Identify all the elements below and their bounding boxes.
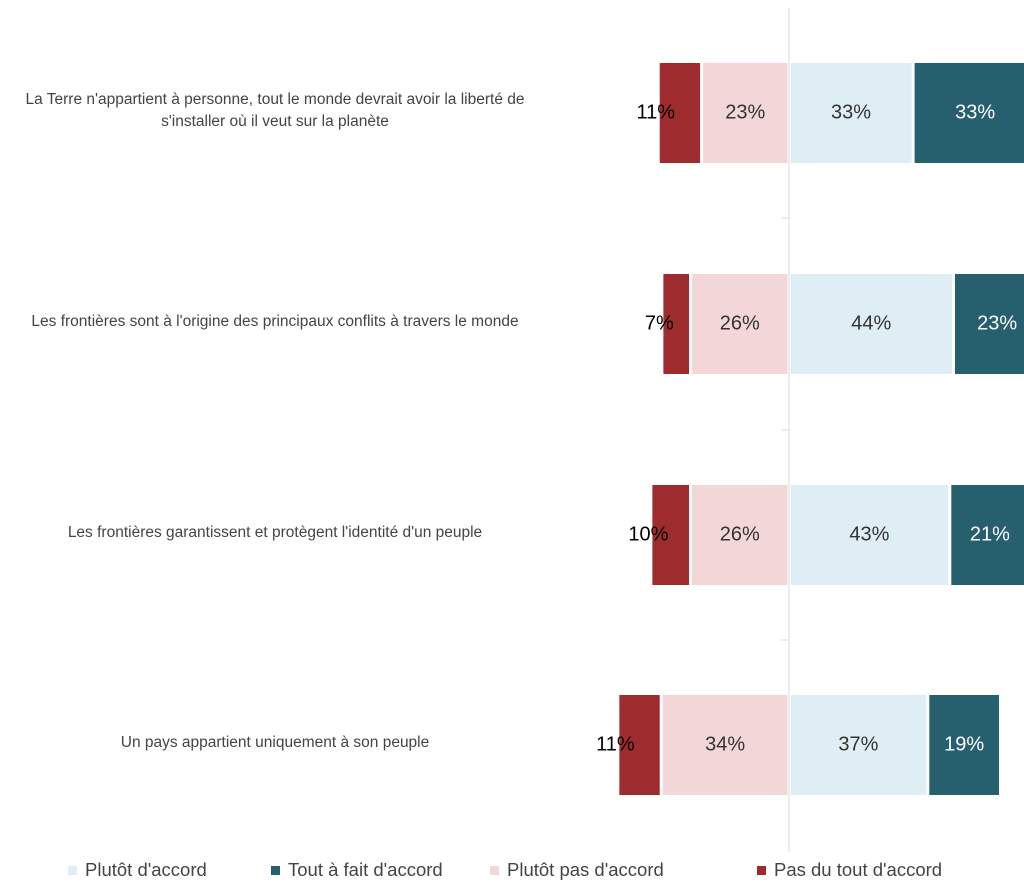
value-label: 23% xyxy=(977,312,1017,334)
bar-segment xyxy=(692,274,788,374)
legend-swatch xyxy=(757,866,766,875)
bar-segment xyxy=(790,485,949,585)
legend-label: Plutôt d'accord xyxy=(85,859,207,880)
legend-label: Pas du tout d'accord xyxy=(774,859,942,880)
value-label: 19% xyxy=(944,733,984,755)
value-label: 34% xyxy=(705,733,745,755)
value-label: 43% xyxy=(849,523,889,545)
bar-segment xyxy=(662,695,788,795)
bar-segment xyxy=(790,63,912,163)
value-label: 23% xyxy=(725,101,765,123)
bar-segment xyxy=(703,63,788,163)
category-label: Les frontières sont à l'origine des prin… xyxy=(31,313,519,330)
legend-label: Tout à fait d'accord xyxy=(288,859,443,880)
value-label: 7% xyxy=(645,312,674,334)
value-label: 21% xyxy=(970,523,1010,545)
legend-swatch xyxy=(271,866,280,875)
value-label: 37% xyxy=(838,733,878,755)
bar-segment xyxy=(914,63,1024,163)
bar-segment xyxy=(659,63,701,163)
bar-segment xyxy=(663,274,690,374)
value-label: 11% xyxy=(636,101,675,123)
value-label: 44% xyxy=(851,312,891,334)
value-label: 33% xyxy=(955,101,995,123)
bar-segment xyxy=(951,485,1024,585)
bar-segment xyxy=(692,485,788,585)
category-label: Les frontières garantissent et protègent… xyxy=(67,524,483,541)
value-label: 26% xyxy=(720,312,760,334)
value-label: 33% xyxy=(831,101,871,123)
value-label: 10% xyxy=(628,523,668,545)
value-label: 11% xyxy=(596,733,635,755)
legend-swatch xyxy=(68,866,77,875)
legend-swatch xyxy=(490,866,499,875)
value-label: 26% xyxy=(720,523,760,545)
bar-segment xyxy=(619,695,660,795)
bar-segment xyxy=(954,274,1024,374)
legend-label: Plutôt pas d'accord xyxy=(507,859,664,880)
bar-segment xyxy=(790,695,927,795)
category-label: Un pays appartient uniquement à son peup… xyxy=(120,734,430,751)
bar-segment xyxy=(790,274,952,374)
bar-segment xyxy=(652,485,690,585)
bar-segment xyxy=(929,695,1000,795)
category-label: La Terre n'appartient à personne, tout l… xyxy=(25,91,525,130)
